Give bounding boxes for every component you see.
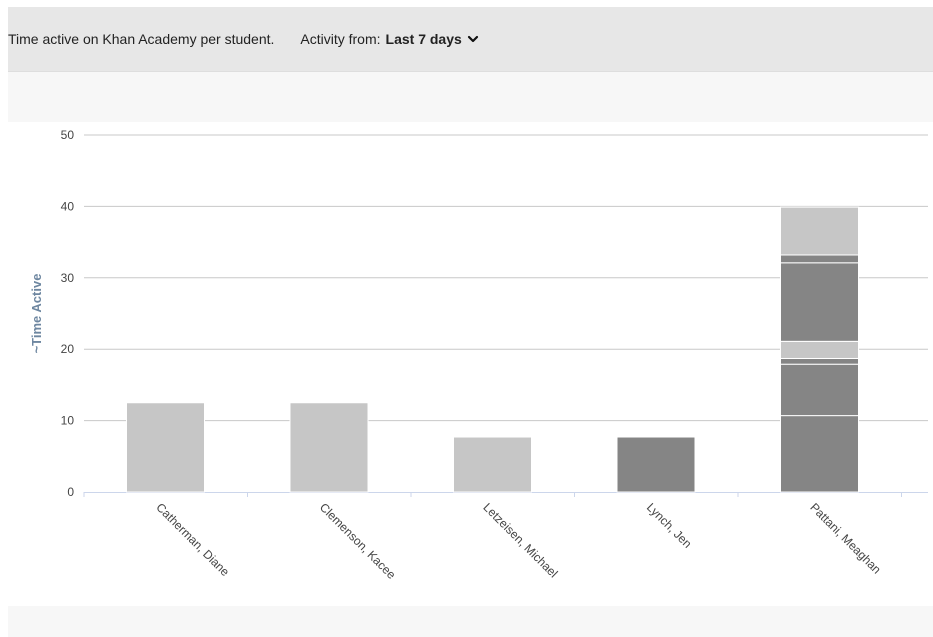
bar-segment xyxy=(453,436,532,493)
bar-segment xyxy=(780,262,859,342)
x-tick-label: Letzeisen, Michael xyxy=(480,500,560,580)
x-tick-label: Lynch, Jen xyxy=(644,500,695,551)
bar-segment xyxy=(780,340,859,359)
report-header: Time active on Khan Academy per student.… xyxy=(8,7,933,72)
y-axis-label: ~Time Active xyxy=(29,274,44,354)
bar-segment xyxy=(780,363,859,417)
y-tick-label: 30 xyxy=(61,271,75,285)
x-tick-label: Pattani, Meaghan xyxy=(807,500,883,576)
chart-panel: 0 10 20 30 40 50 ~Time Active Catherman, Diane C… xyxy=(8,122,933,606)
bar-segment xyxy=(126,402,205,493)
report-frame: Time active on Khan Academy per student.… xyxy=(8,7,933,637)
activity-filter-label: Activity from: xyxy=(300,31,381,47)
bar-segment xyxy=(780,206,859,256)
bar-segment xyxy=(780,254,859,264)
activity-filter-value[interactable]: Last 7 days xyxy=(385,31,462,47)
y-tick-label: 10 xyxy=(61,414,75,428)
bar-segment xyxy=(780,415,859,493)
y-tick-label: 0 xyxy=(67,485,74,499)
y-tick-label: 50 xyxy=(61,128,75,142)
report-description: Time active on Khan Academy per student. xyxy=(8,31,275,47)
bar-segment xyxy=(289,402,369,493)
y-tick-label: 40 xyxy=(61,199,75,213)
time-active-chart: 0 10 20 30 40 50 ~Time Active Catherman, Diane C… xyxy=(29,128,928,582)
x-tick-label: Clemenson, Kacee xyxy=(317,500,399,582)
activity-filter-dropdown[interactable]: Activity from: Last 7 days xyxy=(300,31,478,47)
y-tick-label: 20 xyxy=(61,342,75,356)
bar-segment xyxy=(616,436,696,493)
chevron-down-icon[interactable] xyxy=(467,33,479,45)
x-tick-label: Catherman, Diane xyxy=(153,500,232,579)
bar-segment xyxy=(780,357,859,365)
